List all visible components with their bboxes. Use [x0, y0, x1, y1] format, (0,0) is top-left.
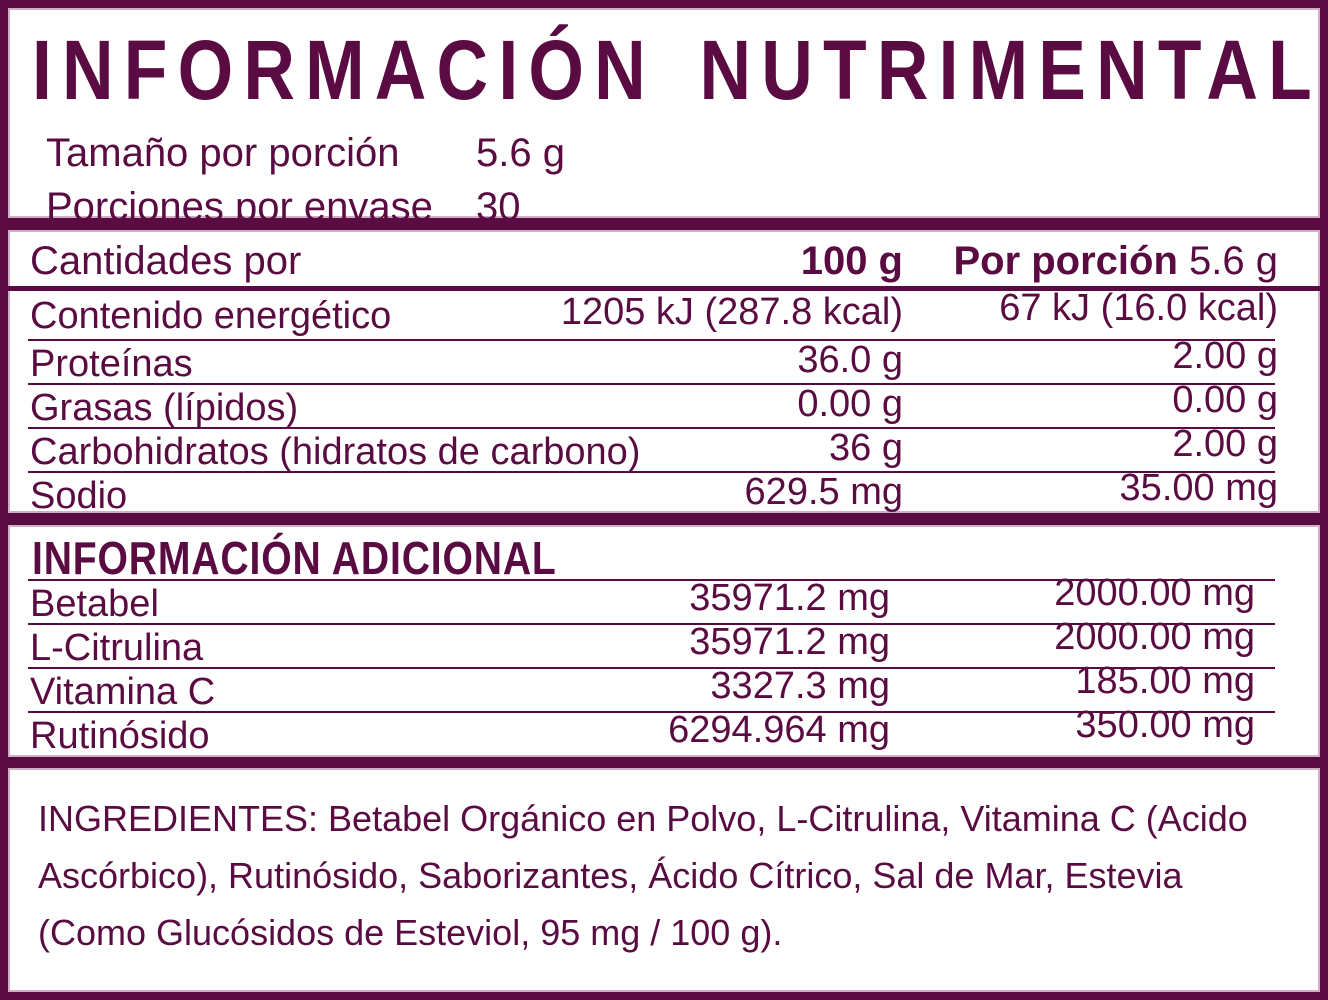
row-label: Sodio — [30, 475, 128, 513]
row-label: Grasas (lípidos) — [30, 387, 299, 429]
row-per-serving-value: 2.00 g — [1172, 335, 1278, 377]
section-ingredients: INGREDIENTES: Betabel Orgánico en Polvo,… — [8, 768, 1320, 992]
serving-size-value: 5.6 g — [476, 131, 565, 175]
row-per100-value: 36.0 g — [797, 339, 903, 381]
per-100g-header: 100 g — [800, 239, 903, 283]
servings-per-container-label: Porciones por envase — [46, 185, 433, 218]
row-divider — [28, 667, 1275, 669]
row-divider — [28, 471, 1275, 473]
serving-info: Tamaño por porción 5.6 g Porciones por e… — [46, 126, 1320, 218]
serving-size-row: Tamaño por porción 5.6 g — [46, 126, 1320, 180]
row-label: Contenido energético — [30, 295, 392, 337]
row-per100-value: 36 g — [829, 427, 903, 469]
row-per100-value: 1205 kJ (287.8 kcal) — [560, 291, 903, 333]
row-divider — [28, 711, 1275, 713]
row-per-serving-value: 185.00 mg — [1075, 660, 1255, 702]
row-per-serving-value: 67 kJ (16.0 kcal) — [999, 287, 1278, 329]
row-divider — [28, 339, 1275, 341]
row-label: Carbohidratos (hidratos de carbono) — [30, 431, 641, 473]
row-per-serving-value: 2000.00 mg — [1054, 616, 1255, 658]
table-row-sodium: Sodio 629.5 mg 35.00 mg — [8, 467, 1320, 513]
row-per-serving-value: 350.00 mg — [1075, 704, 1255, 746]
row-per-serving-value: 0.00 g — [1172, 379, 1278, 421]
additional-info-title-wrap: INFORMACIÓN ADICIONAL — [8, 525, 1320, 584]
row-per100-value: 6294.964 mg — [668, 709, 890, 751]
row-per-serving-value: 2.00 g — [1172, 423, 1278, 465]
servings-per-container-value: 30 — [476, 185, 521, 218]
section-nutrition-table: Cantidades por 100 g Por porción 5.6 g C… — [8, 230, 1320, 513]
table-row-fat: Grasas (lípidos) 0.00 g 0.00 g — [8, 379, 1320, 429]
page-title: INFORMACIÓN NUTRIMENTAL — [32, 23, 1320, 117]
row-label: Rutinósido — [30, 715, 210, 757]
row-label: Betabel — [30, 583, 159, 625]
row-per100-value: 35971.2 mg — [689, 621, 890, 663]
table-row-energy: Contenido energético 1205 kJ (287.8 kcal… — [8, 287, 1320, 339]
row-per100-value: 3327.3 mg — [710, 665, 890, 707]
per-serving-header-bold: Por porción — [953, 239, 1178, 283]
table-row-carbs: Carbohidratos (hidratos de carbono) 36 g… — [8, 423, 1320, 473]
row-divider — [28, 427, 1275, 429]
row-divider — [28, 383, 1275, 385]
additional-row-rutinoside: Rutinósido 6294.964 mg 350.00 mg — [8, 704, 1320, 757]
additional-row-citrulline: L-Citrulina 35971.2 mg 2000.00 mg — [8, 616, 1320, 669]
servings-per-container-row: Porciones por envase 30 — [46, 180, 1320, 218]
row-divider — [28, 579, 1275, 581]
row-per-serving-value: 35.00 mg — [1119, 467, 1278, 509]
row-divider — [28, 623, 1275, 625]
additional-info-title: INFORMACIÓN ADICIONAL — [32, 532, 557, 584]
per-serving-header: Por porción 5.6 g — [903, 230, 1278, 292]
ingredients-text: INGREDIENTES: Betabel Orgánico en Polvo,… — [38, 798, 1248, 953]
row-label: Proteínas — [30, 343, 193, 385]
per-serving-header-amount: 5.6 g — [1189, 239, 1278, 283]
row-per100-value: 0.00 g — [797, 383, 903, 425]
additional-row-beet: Betabel 35971.2 mg 2000.00 mg — [8, 572, 1320, 625]
row-per100-value: 35971.2 mg — [689, 577, 890, 619]
nutrition-table-header: Cantidades por 100 g Por porción 5.6 g — [8, 230, 1320, 286]
additional-row-vitamin-c: Vitamina C 3327.3 mg 185.00 mg — [8, 660, 1320, 713]
amounts-per-label: Cantidades por — [30, 239, 302, 283]
serving-size-label: Tamaño por porción — [46, 131, 400, 175]
section-additional-info: INFORMACIÓN ADICIONAL Betabel 35971.2 mg… — [8, 525, 1320, 757]
row-label: L-Citrulina — [30, 627, 204, 669]
row-per100-value: 629.5 mg — [744, 471, 903, 513]
section-header: INFORMACIÓN NUTRIMENTAL Tamaño por porci… — [8, 8, 1320, 218]
table-row-protein: Proteínas 36.0 g 2.00 g — [8, 335, 1320, 385]
header-divider — [8, 286, 1320, 291]
row-label: Vitamina C — [30, 671, 216, 713]
row-per-serving-value: 2000.00 mg — [1054, 572, 1255, 614]
